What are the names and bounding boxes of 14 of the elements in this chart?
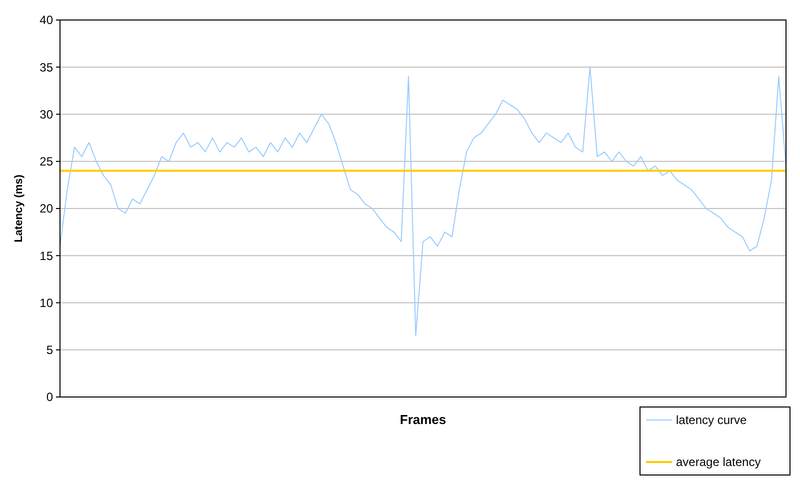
y-tick-label: 20 [40,202,54,216]
y-tick-label: 35 [40,60,54,74]
y-tick-label: 40 [40,13,54,28]
legend-label: latency curve [676,413,748,428]
y-axis-title: Latency (ms) [13,174,25,242]
line-series [60,66,786,336]
y-tick-label: 25 [40,154,54,169]
y-tick-label: 10 [40,296,54,310]
x-axis-title: Frames [400,412,446,427]
y-tick-label: 15 [40,248,54,263]
y-tick-label: 30 [40,107,54,122]
y-tick-label: 0 [46,390,54,404]
legend-label: average latency [676,455,761,470]
y-tick-label: 5 [46,343,54,358]
